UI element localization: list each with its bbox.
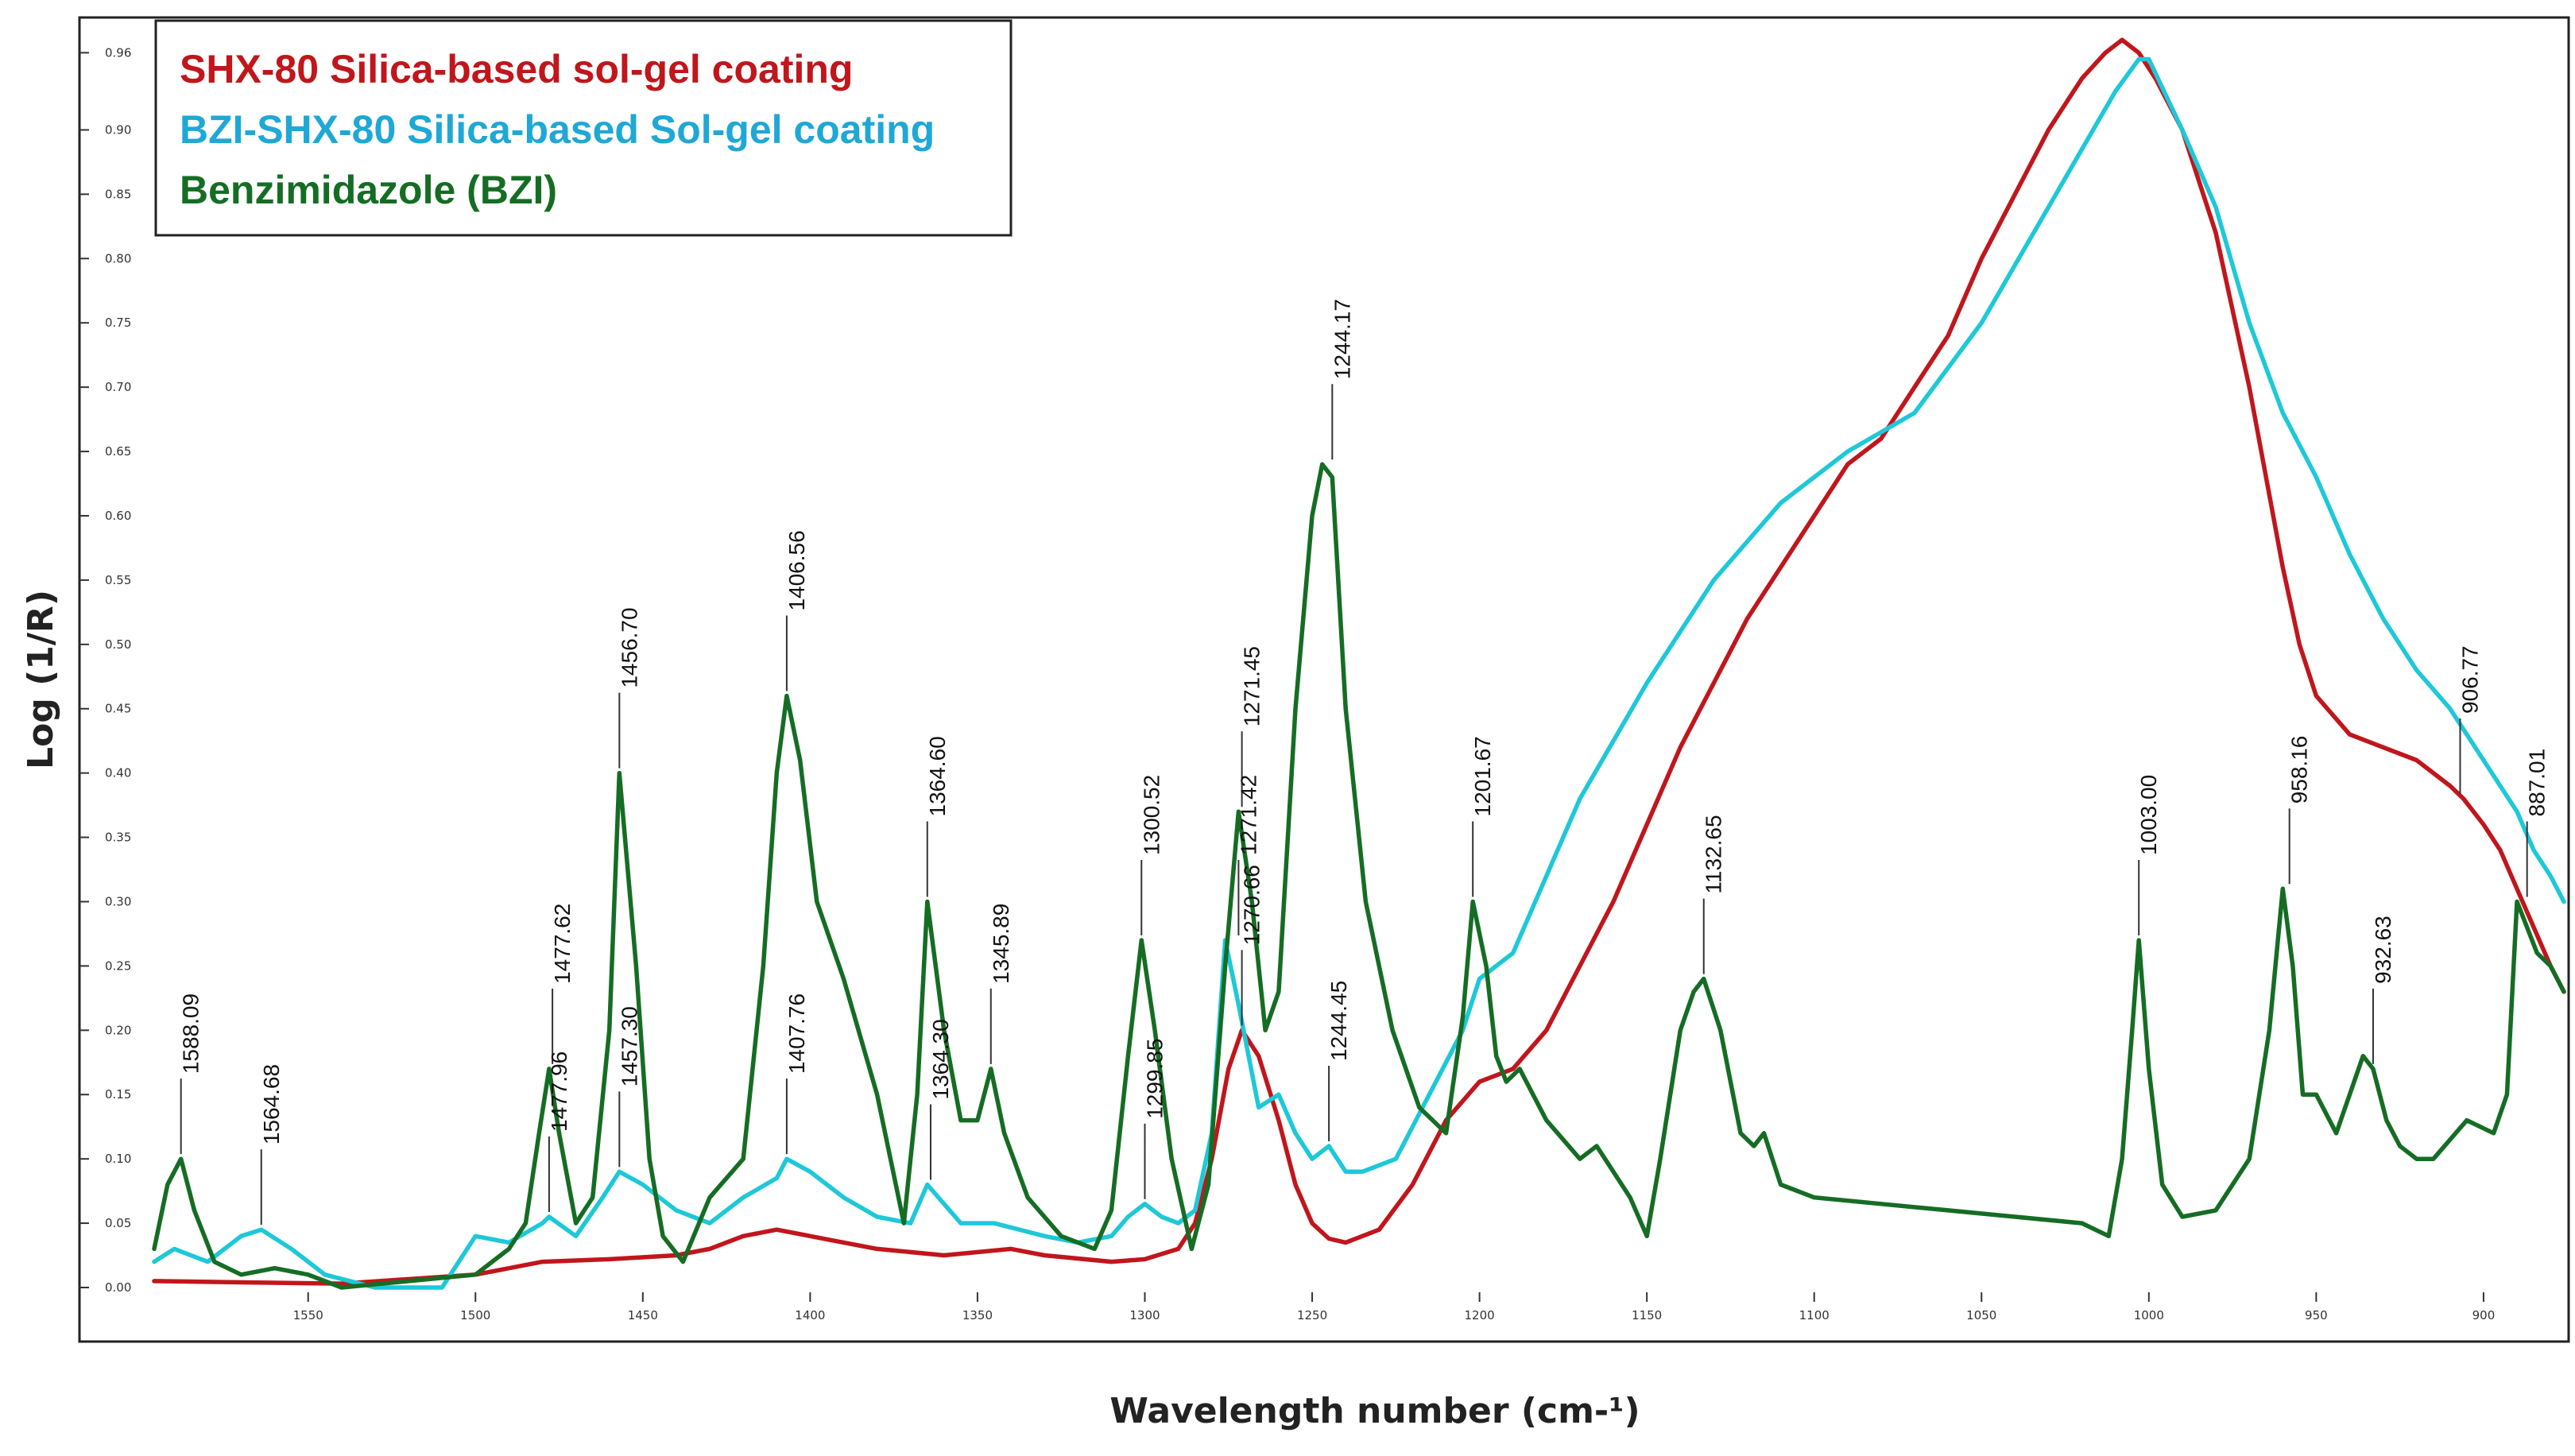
series-line-shx80 [152,37,2566,1286]
peak-label: 932.63 [2371,916,2395,984]
peak-label: 1364.30 [928,1019,953,1099]
y-tick-label: 0.40 [105,766,131,780]
x-tick-label: 950 [2305,1308,2328,1322]
legend-entry-bzi-shx80: BZI-SHX-80 Silica-based Sol-gel coating [180,107,935,152]
peak-label: 1407.76 [784,993,809,1074]
peak-label: 1477.62 [550,904,575,984]
peak-label: 1477.96 [547,1051,571,1132]
x-tick-label: 1200 [1465,1308,1495,1322]
y-tick-label: 0.80 [105,251,131,265]
y-tick-label: 0.70 [105,380,131,394]
y-tick-label: 0.00 [105,1280,131,1295]
peak-label: 1345.89 [989,904,1013,984]
peak-label: 1244.17 [1330,299,1354,379]
peak-label: 1271.45 [1240,646,1264,726]
peak-label: 1270.66 [1240,865,1264,945]
peak-label: 958.16 [2287,736,2312,804]
peak-label: 1003.00 [2136,775,2161,855]
peak-label: 1457.30 [617,1006,641,1086]
y-tick-label: 0.55 [105,573,131,587]
x-tick-label: 1550 [293,1308,323,1322]
y-tick-label: 0.20 [105,1023,131,1037]
peak-label: 1244.45 [1326,981,1351,1061]
x-tick-label: 1350 [962,1308,993,1322]
legend-entry-bzi: Benzimidazole (BZI) [180,168,557,212]
peak-label: 1456.70 [617,607,641,687]
y-axis-ticks: 0.00 0.05 0.10 0.15 0.20 0.25 0.30 0.35 0.40 0.45… [79,45,131,1295]
y-tick-label: 0.50 [105,637,131,652]
peak-label: 1364.60 [925,736,950,816]
x-axis-ticks: 1550 1500 1450 1400 1350 1300 1250 1200 1150 1100… [293,1292,2496,1322]
x-tick-label: 1050 [1966,1308,1996,1322]
x-tick-label: 900 [2472,1308,2496,1322]
y-axis-title: Log (1/R) [21,590,61,769]
peak-label: 1300.52 [1139,775,1164,855]
legend-entry-shx80: SHX-80 Silica-based sol-gel coating [180,47,853,91]
series-line-bzi-shx80 [152,56,2566,1290]
peak-label: 1201.67 [1470,736,1495,816]
peak-label: 1588.09 [179,993,203,1074]
peak-label: 1564.68 [259,1064,284,1144]
y-tick-label: 0.35 [105,831,131,845]
y-tick-label: 0.10 [105,1152,131,1166]
y-tick-label: 0.90 [105,122,131,137]
x-axis-title: Wavelength number (cm-¹) [1109,1391,1640,1431]
x-tick-label: 1300 [1129,1308,1160,1322]
y-tick-label: 0.75 [105,316,131,330]
legend: SHX-80 Silica-based sol-gel coating BZI-… [154,19,1013,237]
y-tick-label: 0.96 [105,45,131,60]
y-tick-label: 0.60 [105,509,131,523]
y-tick-label: 0.30 [105,894,131,908]
x-tick-label: 1450 [628,1308,658,1322]
peak-label: 906.77 [2457,645,2482,714]
series-layer [152,37,2566,1290]
x-tick-label: 1100 [1799,1308,1830,1322]
x-tick-label: 1500 [460,1308,490,1322]
peak-label: 1271.42 [1236,775,1260,855]
legend-box [154,19,1013,237]
y-tick-label: 0.15 [105,1087,131,1102]
peak-label: 1299.85 [1142,1039,1167,1119]
x-tick-label: 1400 [795,1308,825,1322]
y-tick-label: 0.85 [105,187,131,201]
y-tick-label: 0.25 [105,958,131,973]
peak-annotations: 1588.09 1564.68 1477.62 1477.96 1456.70 1457.… [179,299,2550,1226]
y-tick-label: 0.65 [105,444,131,459]
y-tick-label: 0.45 [105,702,131,716]
peak-label: 1406.56 [784,530,809,610]
y-tick-label: 0.05 [105,1216,131,1230]
x-tick-label: 1000 [2134,1308,2164,1322]
peak-label: 887.01 [2525,749,2550,817]
x-tick-label: 1150 [1632,1308,1662,1322]
x-tick-label: 1250 [1297,1308,1327,1322]
series-line-bzi [152,462,2566,1290]
peak-label: 1132.65 [1702,815,1726,893]
